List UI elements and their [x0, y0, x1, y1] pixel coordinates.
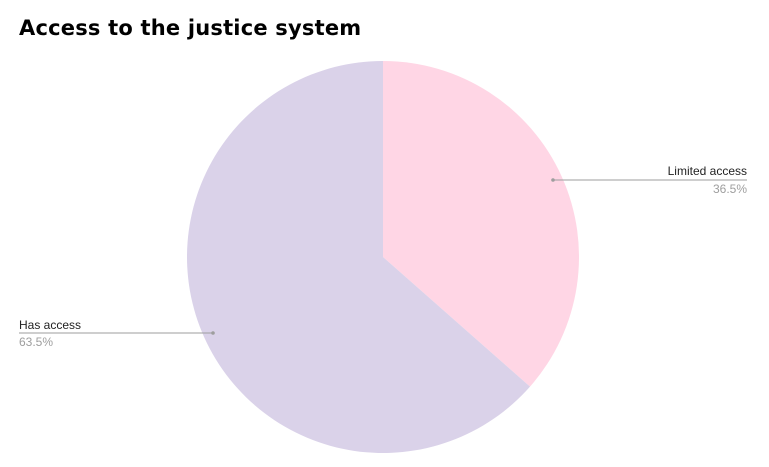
- slice-percent-has-access: 63.5%: [19, 335, 53, 349]
- slice-callout-limited-access: Limited access 36.5%: [551, 164, 747, 196]
- leader-dot-limited-access: [551, 178, 555, 182]
- pie-slice-limited-access: [383, 61, 580, 387]
- chart-title: Access to the justice system: [19, 16, 362, 40]
- pie-slice-has-access: [187, 61, 531, 454]
- leader-dot-has-access: [211, 331, 215, 335]
- slice-callout-has-access: Has access 63.5%: [19, 318, 215, 349]
- slice-label-has-access: Has access: [19, 318, 81, 332]
- slice-label-limited-access: Limited access: [668, 164, 747, 178]
- slice-percent-limited-access: 36.5%: [713, 182, 747, 196]
- pie-slices: [187, 61, 580, 454]
